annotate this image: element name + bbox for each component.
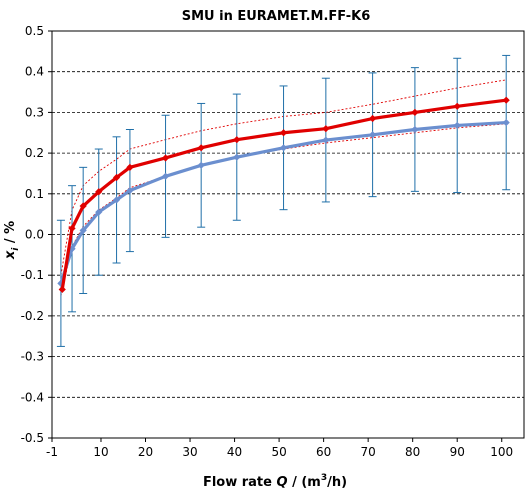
y-tick-label: -0.4 xyxy=(21,390,44,404)
data-series xyxy=(57,96,510,294)
y-tick-label: 0.3 xyxy=(25,105,44,119)
x-axis-label-unit-start: / (m xyxy=(288,475,321,490)
y-axis-label: xi / % xyxy=(3,221,21,260)
x-tick-label: 80 xyxy=(405,445,420,459)
y-tick-label: -0.3 xyxy=(21,350,44,364)
y-axis-label-subscript: i xyxy=(11,247,21,251)
series-point xyxy=(369,114,377,123)
series-point xyxy=(161,154,170,162)
x-tick-label: 60 xyxy=(316,445,331,459)
series-point xyxy=(79,202,87,210)
series-point xyxy=(279,144,288,152)
y-tick-label: -0.5 xyxy=(21,431,44,445)
x-axis-label: Flow rate Q / (m3/h) xyxy=(203,473,347,490)
x-tick-label: 20 xyxy=(138,445,153,459)
series-point xyxy=(126,186,134,195)
y-axis-label-variable: x xyxy=(3,250,18,260)
series-point xyxy=(161,172,170,180)
x-tick-label: 70 xyxy=(361,445,376,459)
series-point xyxy=(126,163,134,171)
series-point xyxy=(112,173,121,182)
x-tick-label: 40 xyxy=(227,445,242,459)
series-point xyxy=(68,224,76,232)
series-point xyxy=(322,125,330,133)
series-point xyxy=(112,196,121,204)
series-point xyxy=(502,118,510,127)
x-tick-label: 100 xyxy=(490,445,513,459)
series-point xyxy=(197,161,205,169)
y-tick-label: 0.5 xyxy=(25,24,44,38)
series-point xyxy=(502,96,510,104)
x-axis-label-prefix: Flow rate xyxy=(203,475,277,490)
y-tick-label: -0.2 xyxy=(21,309,44,323)
series-point xyxy=(57,279,65,287)
y-tick-label: -0.1 xyxy=(21,268,44,282)
gridlines xyxy=(52,71,524,398)
series-point xyxy=(411,125,419,134)
series-point xyxy=(322,136,330,144)
x-tick-label: 30 xyxy=(182,445,197,459)
x-axis-label-unit-end: /h) xyxy=(327,475,347,490)
series-point xyxy=(411,108,419,116)
x-tick-label: 50 xyxy=(271,445,286,459)
series-point xyxy=(95,188,103,196)
series-point xyxy=(369,131,377,139)
series-point xyxy=(453,121,461,130)
y-tick-label: 0.4 xyxy=(25,65,44,79)
chart-title: SMU in EURAMET.M.FF-K6 xyxy=(182,9,371,24)
y-tick-label: 0.0 xyxy=(25,228,44,242)
series-point xyxy=(453,102,461,110)
series-point xyxy=(79,226,87,235)
series-point xyxy=(58,285,66,294)
x-tick-label: 10 xyxy=(93,445,108,459)
y-tick-label: 0.1 xyxy=(25,187,44,201)
series-point xyxy=(95,208,103,216)
x-axis-label-variable: Q xyxy=(276,475,287,490)
x-axis-label-superscript: 3 xyxy=(321,473,327,483)
y-tick-label: 0.2 xyxy=(25,146,44,160)
series-point xyxy=(233,153,241,161)
x-tick-label: -1 xyxy=(46,445,58,459)
x-axis-ticks: -1 10 20 30 40 50 60 70 80 90 100 xyxy=(46,438,513,459)
x-tick-label: 90 xyxy=(450,445,465,459)
series-point xyxy=(233,136,241,144)
series-point xyxy=(279,129,288,137)
y-axis-ticks: -0.5 -0.4 -0.3 -0.2 -0.1 0.0 0.1 0.2 0.3 0.4 0.5 xyxy=(21,24,52,445)
series-point xyxy=(197,144,205,152)
y-axis-label-unit: / % xyxy=(3,221,18,248)
